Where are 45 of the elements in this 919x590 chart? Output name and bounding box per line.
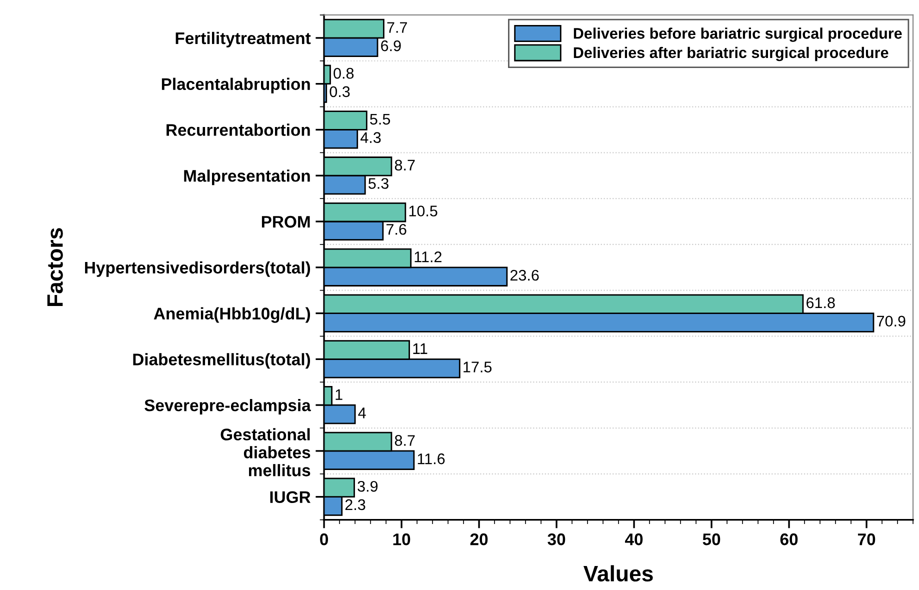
y-tick-label: Severepre-eclampsia	[144, 399, 311, 415]
data-label: 8.7	[394, 435, 415, 446]
data-label: 11.6	[418, 453, 445, 464]
data-label: 8.7	[394, 160, 415, 171]
y-tick-label: PROM	[262, 216, 310, 228]
y-tick-label: Diabetesmellitus(total)	[133, 353, 310, 369]
y-tick-label: Recurrentabortion	[166, 124, 310, 136]
data-label: 70.9	[877, 316, 906, 327]
data-label: 17.5	[464, 362, 492, 372]
data-label: 5.3	[368, 178, 388, 189]
data-label: 7.7	[387, 22, 407, 33]
legend-label: Deliveries before bariatric surgical procedure	[574, 28, 902, 42]
data-label: 23.6	[510, 270, 539, 281]
x-tick-label: 20	[470, 533, 488, 546]
y-tick-label: Gestational diabetes mellitus	[220, 428, 310, 476]
data-label: 6.9	[381, 40, 401, 52]
x-tick-label: 50	[702, 533, 720, 546]
data-label: 3.9	[358, 480, 378, 492]
y-axis-title: Factors	[47, 228, 63, 306]
data-label: 1	[336, 389, 342, 400]
y-tick-label: IUGR	[270, 491, 311, 504]
data-label: 7.6	[386, 224, 406, 235]
data-label: 0.8	[334, 68, 354, 79]
data-label: 0.3	[330, 86, 350, 98]
data-label: 11.2	[414, 251, 442, 262]
data-label: 4.3	[360, 132, 381, 143]
data-label: 61.8	[806, 297, 835, 308]
y-tick-label: Anemia(Hbb10g/dL)	[154, 307, 310, 323]
data-label: 2.3	[345, 499, 366, 510]
x-tick-label: 40	[625, 533, 643, 546]
y-tick-label: Hypertensivedisorders(total)	[85, 261, 310, 277]
data-label: 11	[413, 343, 428, 354]
x-tick-label: 30	[548, 533, 566, 546]
y-tick-label: Fertilitytreatment	[176, 32, 311, 48]
legend-label: Deliveries after bariatric surgical procedure	[574, 46, 888, 62]
data-label: 5.5	[370, 114, 390, 125]
data-label: 10.5	[409, 206, 438, 216]
x-tick-label: 10	[393, 533, 410, 546]
x-tick-label: 70	[858, 533, 876, 546]
x-tick-label: 60	[780, 533, 798, 546]
x-tick-label: 0	[320, 533, 328, 546]
y-tick-label: Placentalabruption	[162, 78, 310, 94]
x-axis-title: Values	[583, 565, 653, 582]
data-label: 4	[358, 408, 366, 418]
y-tick-label: Malpresentation	[184, 170, 310, 186]
